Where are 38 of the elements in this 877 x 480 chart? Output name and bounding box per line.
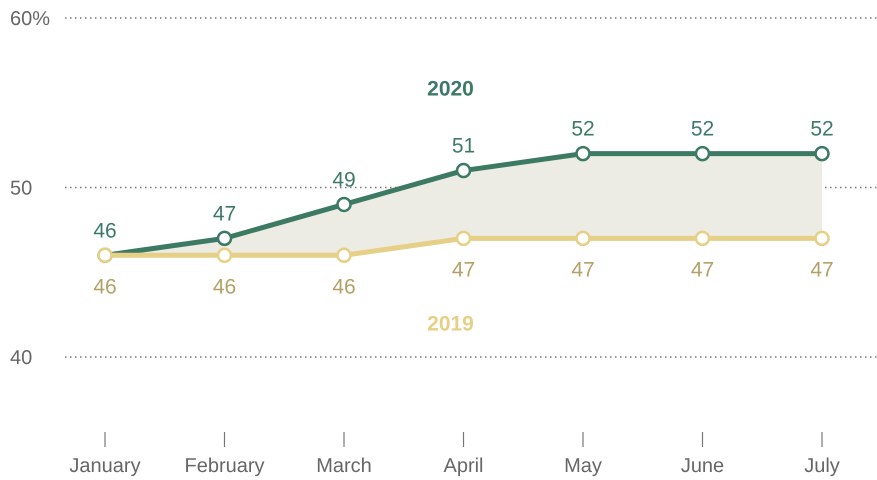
data-label: 47 <box>212 202 236 226</box>
point <box>456 230 472 246</box>
x-tick-label: January <box>69 455 141 477</box>
x-tick-label: May <box>564 455 602 477</box>
data-label: 46 <box>332 275 356 298</box>
point <box>814 230 830 246</box>
point <box>694 230 710 246</box>
data-label: 47 <box>810 258 834 282</box>
point <box>694 146 710 162</box>
point <box>216 248 232 264</box>
data-label: 52 <box>690 118 714 141</box>
y-tick-label: 50 <box>10 178 32 200</box>
y-tick-label: 60% <box>10 8 50 30</box>
data-label: 46 <box>93 219 117 242</box>
point <box>575 230 591 246</box>
data-label: 47 <box>452 258 476 282</box>
text: 2019 <box>427 312 474 336</box>
point <box>456 162 472 178</box>
data-label: 52 <box>571 118 595 141</box>
data-label: 51 <box>452 134 476 158</box>
x-tick-label: March <box>316 455 372 477</box>
x-tick-label: February <box>184 455 265 477</box>
point <box>575 146 591 162</box>
point <box>814 146 830 162</box>
y-tick-label: 40 <box>10 347 32 369</box>
data-label: 49 <box>332 168 356 192</box>
x-tick-label: July <box>804 455 840 477</box>
data-label: 47 <box>690 258 714 282</box>
data-label: 46 <box>212 275 236 298</box>
x-tick-label: April <box>443 455 484 477</box>
point <box>336 196 352 212</box>
data-label: 46 <box>93 275 117 298</box>
data-label: 47 <box>571 258 595 282</box>
data-label: 52 <box>810 118 834 141</box>
x-tick-label: June <box>680 455 724 477</box>
text: 2020 <box>427 78 474 101</box>
point <box>216 230 232 246</box>
point <box>336 248 352 264</box>
